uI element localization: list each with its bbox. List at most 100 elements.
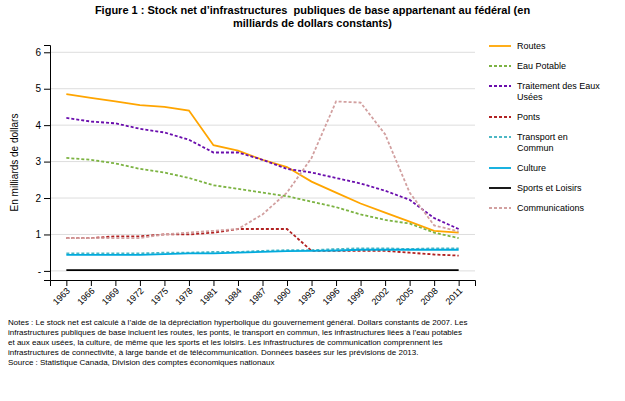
- x-tick: 1990: [272, 280, 293, 307]
- x-tick-label: 2008: [419, 286, 440, 307]
- text-line: Commun: [517, 143, 554, 153]
- legend-item: Communications: [489, 203, 585, 213]
- note: Notes : Le stock net est calculé à l’aid…: [8, 318, 467, 367]
- x-tick-label: 1999: [345, 286, 366, 307]
- text-line: Figure 1 : Stock net d’infrastructures p…: [95, 4, 530, 16]
- y-tick-mark: [44, 271, 50, 272]
- y-tick: 5: [35, 83, 50, 94]
- x-tick-label: 1993: [296, 286, 317, 307]
- x-tick-mark: [115, 280, 116, 286]
- text-line: Culture: [517, 163, 546, 173]
- legend-item: Sports et Loisirs: [489, 183, 582, 193]
- text-line: infrastructures publiques de base inclue…: [8, 328, 462, 337]
- x-tick-mark: [434, 280, 435, 286]
- x-tick: 2011: [444, 280, 465, 307]
- chart-svg: Figure 1 : Stock net d’infrastructures p…: [0, 0, 625, 401]
- legend-item: Culture: [489, 163, 546, 173]
- text-line: milliards de dollars constants): [233, 17, 392, 29]
- chart-title: Figure 1 : Stock net d’infrastructures p…: [95, 4, 530, 29]
- x-tick: 1999: [345, 280, 366, 307]
- text-line: Sports et Loisirs: [517, 183, 582, 193]
- x-tick-label: 1972: [124, 286, 145, 307]
- legend-swatch: [489, 45, 511, 47]
- x-tick-label: 1978: [173, 286, 194, 307]
- x-tick: 1978: [173, 280, 194, 307]
- x-axis-line: [51, 281, 476, 287]
- x-tick-label: 1981: [198, 286, 219, 307]
- x-tick-label: 2002: [370, 286, 391, 307]
- grid: [50, 52, 475, 271]
- x-tick: 2008: [419, 280, 440, 307]
- series-line: [66, 101, 458, 238]
- text-line: Eau Potable: [517, 61, 566, 71]
- legend-swatch: [489, 187, 511, 189]
- legend-swatch: [489, 207, 511, 209]
- x-tick-mark: [336, 280, 337, 286]
- x-tick-label: 1987: [247, 286, 268, 307]
- series-line: [66, 250, 458, 255]
- x-tick-mark: [66, 280, 67, 286]
- text-line: Transport en: [517, 132, 568, 142]
- x-tick-mark: [263, 280, 264, 286]
- series-line: [66, 229, 458, 256]
- y-tick-mark: [44, 198, 50, 199]
- x-tick: 1993: [296, 280, 317, 307]
- series-line: [66, 94, 458, 232]
- y-tick: 1: [35, 229, 50, 240]
- y-tick-label: 2: [35, 193, 41, 204]
- chart-container: Figure 1 : Stock net d’infrastructures p…: [0, 0, 625, 401]
- legend-item: Eau Potable: [489, 61, 566, 71]
- x-tick-label: 1963: [51, 286, 72, 307]
- legend-label: Traitement des EauxUsées: [517, 81, 600, 102]
- y-tick: -: [38, 266, 50, 277]
- series-line: [66, 118, 458, 229]
- x-tick: 1972: [124, 280, 145, 307]
- text-line: et aux eaux usées, la culture, de même q…: [8, 338, 442, 347]
- legend-swatch: [489, 167, 511, 169]
- grid-line: [50, 161, 475, 162]
- y-tick: 6: [35, 47, 50, 58]
- y-tick-label: 5: [35, 83, 41, 94]
- y-axis-line: [44, 46, 51, 281]
- x-tick-mark: [238, 280, 239, 286]
- x-tick: 1975: [149, 280, 170, 307]
- grid-line: [50, 234, 475, 235]
- x-tick: 1987: [247, 280, 268, 307]
- legend-item: Ponts: [489, 112, 541, 122]
- grid-line: [50, 125, 475, 126]
- x-tick-label: 1984: [222, 286, 243, 307]
- text-line: Notes : Le stock net est calculé à l’aid…: [8, 318, 467, 327]
- y-tick-mark: [44, 162, 50, 163]
- x-tick-mark: [312, 280, 313, 286]
- x-tick: 1966: [75, 280, 96, 307]
- x-tick-mark: [164, 280, 165, 286]
- legend-label: Communications: [517, 203, 585, 213]
- y-axis-title: En milliards de dollars: [9, 114, 20, 212]
- x-tick-mark: [410, 280, 411, 286]
- text-line: Usées: [517, 92, 543, 102]
- legend-swatch: [489, 116, 511, 118]
- legend-label: Eau Potable: [517, 61, 566, 71]
- y-tick-label: 1: [35, 229, 41, 240]
- y-tick: 4: [35, 120, 50, 131]
- x-tick-label: 1969: [100, 286, 121, 307]
- legend-swatch: [489, 85, 511, 87]
- lines: [66, 94, 458, 270]
- legend-swatch: [489, 136, 511, 138]
- y-tick-mark: [44, 234, 50, 235]
- x-tick-mark: [287, 280, 288, 286]
- y-tick-mark: [44, 125, 50, 126]
- legend-label: Sports et Loisirs: [517, 183, 582, 193]
- x-axis: 1963196619691972197519781981198419871990…: [51, 280, 476, 307]
- legend-label: Ponts: [517, 112, 541, 122]
- series-line: [66, 269, 458, 271]
- y-tick: 2: [35, 193, 50, 204]
- y-axis: - 1 2 3 4 5 6: [35, 46, 50, 281]
- x-tick-label: 1996: [321, 286, 342, 307]
- x-tick-mark: [189, 280, 190, 286]
- x-tick: 1981: [198, 280, 219, 307]
- legend-label: Transport enCommun: [517, 132, 568, 153]
- x-tick: 2005: [394, 280, 415, 307]
- y-tick-label: 3: [35, 156, 41, 167]
- text-line: Source : Statistique Canada, Division de…: [8, 358, 274, 367]
